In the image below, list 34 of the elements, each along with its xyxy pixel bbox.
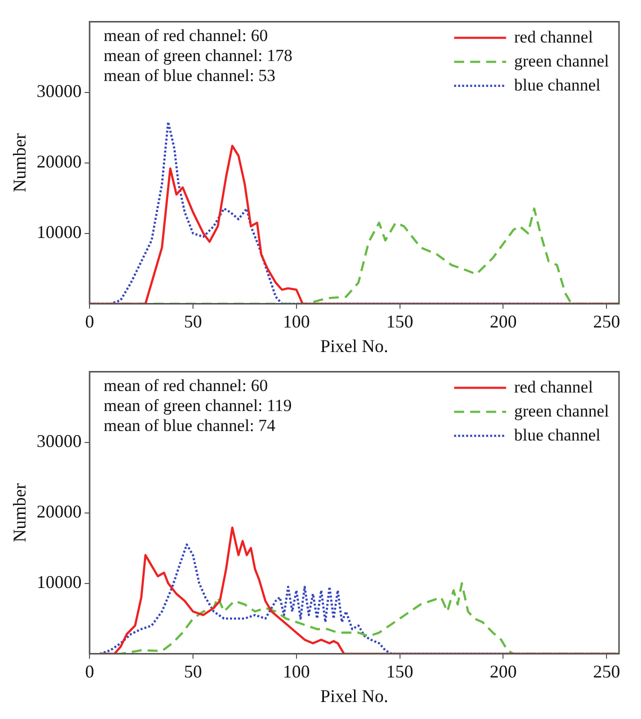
annotation: mean of red channel: 60 [104, 376, 268, 395]
y-axis-title: Number [10, 133, 30, 192]
x-tick-label: 50 [184, 661, 202, 682]
legend-label: red channel [514, 27, 594, 46]
x-axis-title: Pixel No. [320, 336, 388, 356]
x-tick-label: 0 [85, 311, 94, 332]
legend-label: green channel [514, 401, 610, 420]
annotation: mean of blue channel: 74 [104, 416, 276, 435]
annotation: mean of green channel: 119 [104, 396, 292, 415]
x-tick-label: 250 [593, 311, 620, 332]
annotation: mean of blue channel: 53 [104, 66, 276, 85]
x-tick-label: 100 [282, 661, 310, 682]
annotation: mean of green channel: 178 [104, 46, 292, 65]
y-tick-label: 20000 [36, 502, 82, 522]
x-tick-label: 200 [490, 311, 517, 332]
y-axis-title: Number [10, 483, 30, 542]
x-tick-label: 150 [386, 311, 414, 332]
x-tick-label: 150 [386, 661, 414, 682]
legend-label: green channel [514, 51, 610, 70]
y-tick-label: 20000 [36, 152, 82, 172]
x-tick-label: 50 [184, 311, 202, 332]
x-axis-title: Pixel No. [320, 686, 388, 706]
y-tick-label: 10000 [36, 222, 82, 242]
y-tick-label: 30000 [36, 431, 82, 452]
y-tick-label: 30000 [36, 81, 82, 102]
y-tick-label: 10000 [36, 572, 82, 592]
x-tick-label: 100 [282, 311, 310, 332]
legend-label: blue channel [514, 75, 601, 94]
x-tick-label: 0 [85, 661, 94, 682]
x-tick-label: 200 [490, 661, 517, 682]
legend-label: red channel [514, 377, 594, 396]
x-tick-label: 250 [593, 661, 620, 682]
legend-label: blue channel [514, 425, 601, 444]
annotation: mean of red channel: 60 [104, 26, 268, 45]
